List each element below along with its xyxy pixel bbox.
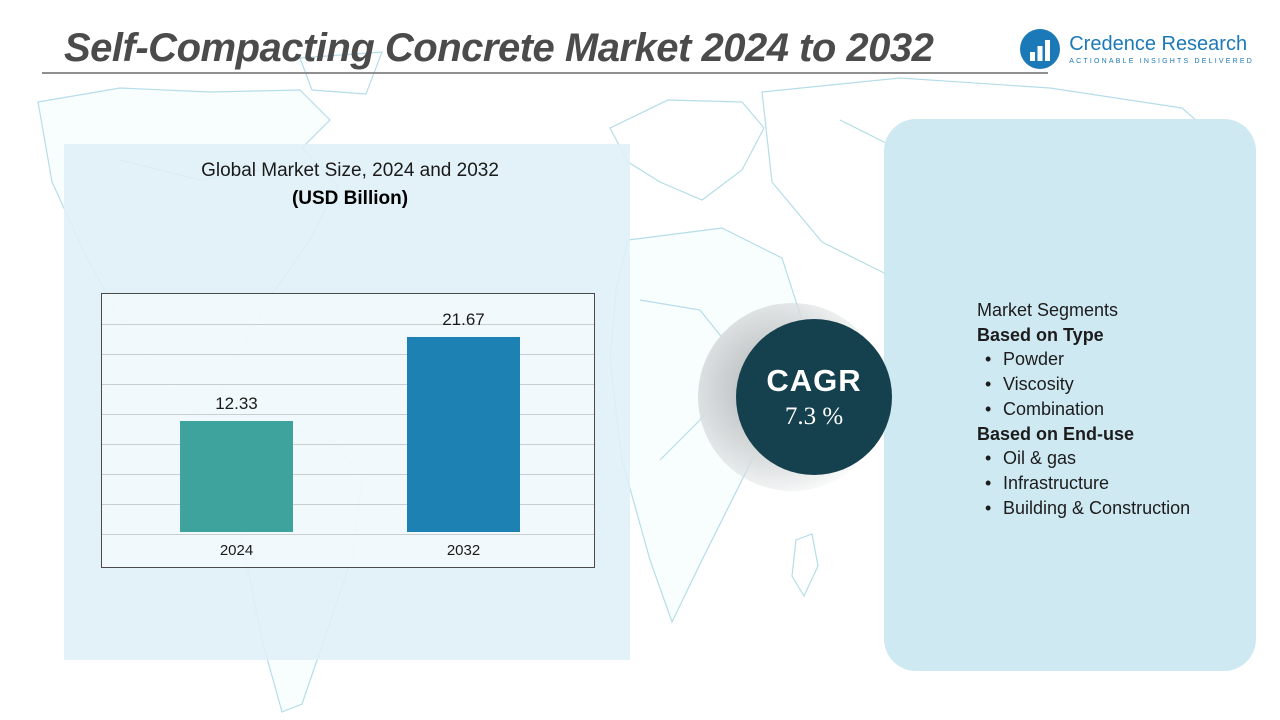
logo-tagline: Actionable Insights Delivered — [1069, 58, 1254, 65]
map-madagascar — [791, 533, 819, 598]
segment-item-label: Viscosity — [1003, 374, 1074, 394]
segment-item: Oil & gas — [977, 448, 1249, 469]
segment-item-label: Combination — [1003, 399, 1105, 419]
x-axis-label-2032: 2032 — [446, 542, 481, 559]
segment-item-label: Building & Construction — [1003, 498, 1191, 518]
bar-value-2024: 12.33 — [215, 394, 258, 413]
bar-chart-logo-icon — [1020, 29, 1061, 69]
segment-item: Combination — [977, 399, 1249, 420]
segment-item: Viscosity — [977, 374, 1249, 395]
type-items-list: Powder Viscosity Combination — [977, 349, 1249, 420]
page-title: Self-Compacting Concrete Market 2024 to … — [64, 26, 934, 70]
bar-chart: 12.33 21.67 2024 2032 — [101, 293, 595, 568]
segment-item: Powder — [977, 349, 1249, 370]
bar-2024 — [180, 421, 293, 532]
brand-logo: Credence Research Actionable Insights De… — [1019, 28, 1254, 70]
gridline — [102, 474, 594, 475]
cagr-label: CAGR — [766, 363, 862, 398]
chart-title-line1: Global Market Size, 2024 and 2032 — [201, 160, 499, 181]
segment-item-label: Oil & gas — [1003, 448, 1077, 468]
segment-item: Building & Construction — [977, 498, 1249, 519]
gridline — [102, 534, 594, 535]
gridline — [102, 504, 594, 505]
bar-2032 — [407, 337, 520, 532]
enduse-items-list: Oil & gas Infrastructure Building & Cons… — [977, 448, 1249, 519]
map-europe — [609, 99, 765, 201]
segments-type-heading: Based on Type — [977, 325, 1104, 345]
segments-enduse-heading: Based on End-use — [977, 424, 1135, 444]
gridline — [102, 324, 594, 325]
title-underline — [42, 72, 1048, 74]
market-segments-list: Market Segments Based on Type Powder Vis… — [977, 300, 1249, 523]
gridline — [102, 354, 594, 355]
gridline — [102, 444, 594, 445]
logo-name: Credence Research — [1069, 33, 1248, 55]
cagr-value: 7.3 % — [784, 403, 844, 430]
chart-title-line2: (USD Billion) — [291, 188, 409, 209]
bar-group-2032: 21.67 — [407, 310, 520, 532]
segment-item: Infrastructure — [977, 473, 1249, 494]
segment-item-label: Infrastructure — [1003, 473, 1110, 493]
segment-item-label: Powder — [1003, 349, 1065, 369]
logo-text: Credence Research Actionable Insights De… — [1069, 33, 1254, 65]
chart-title: Global Market Size, 2024 and 2032 (USD B… — [120, 160, 580, 210]
bar-value-2032: 21.67 — [442, 310, 485, 329]
gridline — [102, 384, 594, 385]
map-greenland — [299, 51, 383, 95]
gridline — [102, 414, 594, 415]
market-segments-panel — [884, 119, 1256, 671]
bar-group-2024: 12.33 — [180, 394, 293, 532]
cagr-badge: CAGR 7.3 % — [736, 319, 892, 475]
x-axis-label-2024: 2024 — [219, 542, 254, 559]
segments-heading: Market Segments — [977, 300, 1119, 320]
